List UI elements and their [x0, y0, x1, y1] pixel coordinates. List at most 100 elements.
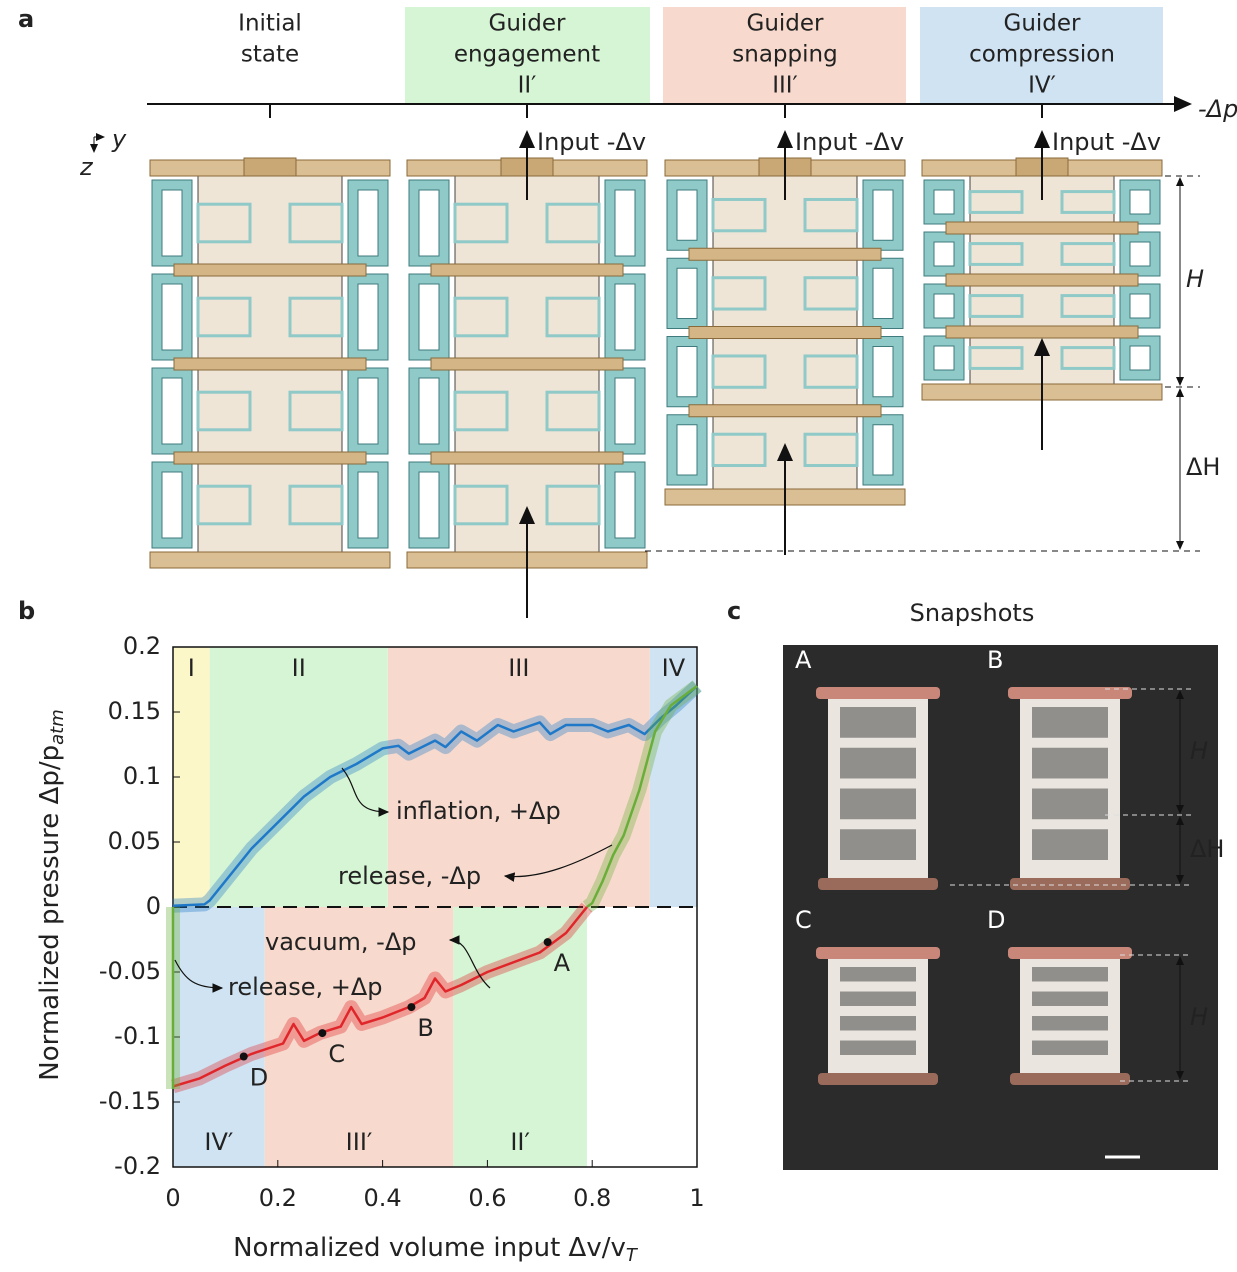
photo-cell — [840, 992, 916, 1007]
ring — [689, 248, 881, 260]
stage-title: state — [241, 42, 299, 68]
frame-cell-hole — [358, 472, 378, 538]
y-tick-label: -0.2 — [114, 1152, 161, 1180]
ring — [174, 452, 366, 464]
photo-cell — [840, 748, 916, 779]
state-point — [318, 1029, 326, 1037]
region-label: I — [188, 654, 195, 682]
point-label: D — [250, 1064, 268, 1092]
ring — [431, 264, 623, 276]
frame-cell-hole — [1130, 190, 1150, 214]
region-label: III′ — [346, 1128, 373, 1156]
photo-cell — [840, 1016, 916, 1031]
x-tick-label: 0.6 — [468, 1184, 506, 1212]
photo-top-plate — [1008, 687, 1132, 699]
frame-cell-hole — [873, 190, 893, 240]
frame-cell-hole — [162, 190, 182, 256]
stage-title: Guider — [489, 11, 567, 37]
ring — [689, 327, 881, 339]
stage-title: II′ — [518, 73, 537, 99]
frame-cell-hole — [162, 472, 182, 538]
frame-cell-hole — [162, 284, 182, 350]
dim-label: ΔH — [1186, 453, 1220, 481]
photo-label: C — [795, 906, 812, 934]
ring — [946, 274, 1138, 286]
frame-cell-hole — [615, 378, 635, 444]
input-label: Input -Δv — [795, 128, 904, 156]
input-label: Input -Δv — [537, 128, 646, 156]
y-tick-label: 0 — [146, 892, 161, 920]
y-tick-label: 0.15 — [108, 697, 161, 725]
x-axis-label-text: Normalized volume input Δv/v — [233, 1233, 626, 1263]
dim-label: H — [1190, 1003, 1208, 1031]
frame-cell-hole — [873, 268, 893, 318]
y-tick-label: -0.1 — [114, 1022, 161, 1050]
photo-cell — [1032, 1016, 1108, 1031]
photo-cell — [1032, 789, 1108, 820]
photo-cell — [1032, 992, 1108, 1007]
frame-cell-hole — [419, 190, 439, 256]
panel-label: c — [727, 597, 741, 625]
dim-label: H — [1186, 265, 1204, 293]
photo-label: D — [987, 906, 1005, 934]
photo-cell — [840, 707, 916, 738]
frame-cell-hole — [1130, 346, 1150, 370]
frame-cell-hole — [934, 190, 954, 214]
photo-cell — [840, 1041, 916, 1056]
photo-cell — [840, 967, 916, 982]
figure: abcInitialstateGuiderengagementII′Guider… — [0, 0, 1237, 1272]
bottom-plate — [150, 552, 390, 568]
y-tick-label: 0.05 — [108, 827, 161, 855]
photo-cell — [840, 789, 916, 820]
frame-cell-hole — [873, 425, 893, 475]
dim-label: ΔH — [1190, 835, 1224, 863]
frame-cell-hole — [419, 472, 439, 538]
series-annotation: release, -Δp — [338, 862, 481, 890]
x-axis-label: Normalized volume input Δv/vT — [233, 1233, 639, 1267]
ring — [174, 264, 366, 276]
y-tick-label: 0.1 — [123, 762, 161, 790]
frame-cell-hole — [1130, 294, 1150, 318]
frame-cell-hole — [677, 425, 697, 475]
x-tick-label: 0.8 — [573, 1184, 611, 1212]
photo-cell — [1032, 829, 1108, 860]
photo-top-plate — [1008, 947, 1132, 959]
photo-cell — [1032, 967, 1108, 982]
state-point — [407, 1003, 415, 1011]
frame-cell-hole — [358, 378, 378, 444]
frame-cell-hole — [358, 190, 378, 256]
panel-label: b — [18, 597, 35, 625]
region-label: II′ — [510, 1128, 530, 1156]
photo-cell — [1032, 707, 1108, 738]
ring — [174, 358, 366, 370]
photo-cell — [840, 829, 916, 860]
frame-cell-hole — [934, 346, 954, 370]
dim-label: H — [1190, 737, 1208, 765]
y-tick-label: -0.15 — [99, 1087, 161, 1115]
point-label: A — [554, 949, 571, 977]
ring — [946, 222, 1138, 234]
coord-label: z — [79, 153, 94, 181]
frame-cell-hole — [934, 294, 954, 318]
state-point — [240, 1053, 248, 1061]
photo-bottom-plate — [1010, 1073, 1130, 1085]
stage-title: engagement — [454, 42, 600, 68]
y-axis-label-text: Normalized pressure Δp/p — [35, 745, 65, 1081]
state-point — [544, 938, 552, 946]
y-axis-label: Normalized pressure Δp/patm — [35, 709, 69, 1080]
panel-label: a — [18, 5, 34, 33]
region-label: III — [508, 654, 529, 682]
x-tick-label: 0.2 — [259, 1184, 297, 1212]
frame-cell-hole — [419, 284, 439, 350]
ring — [431, 452, 623, 464]
frame-cell-hole — [419, 378, 439, 444]
frame-cell-hole — [873, 347, 893, 397]
y-tick-label: 0.2 — [123, 632, 161, 660]
input-label: Input -Δv — [1052, 128, 1161, 156]
ring — [431, 358, 623, 370]
top-plug — [244, 158, 296, 176]
ring — [689, 405, 881, 417]
y-tick-label: -0.05 — [99, 957, 161, 985]
x-tick-label: 0.4 — [364, 1184, 402, 1212]
photo-cell — [1032, 1041, 1108, 1056]
